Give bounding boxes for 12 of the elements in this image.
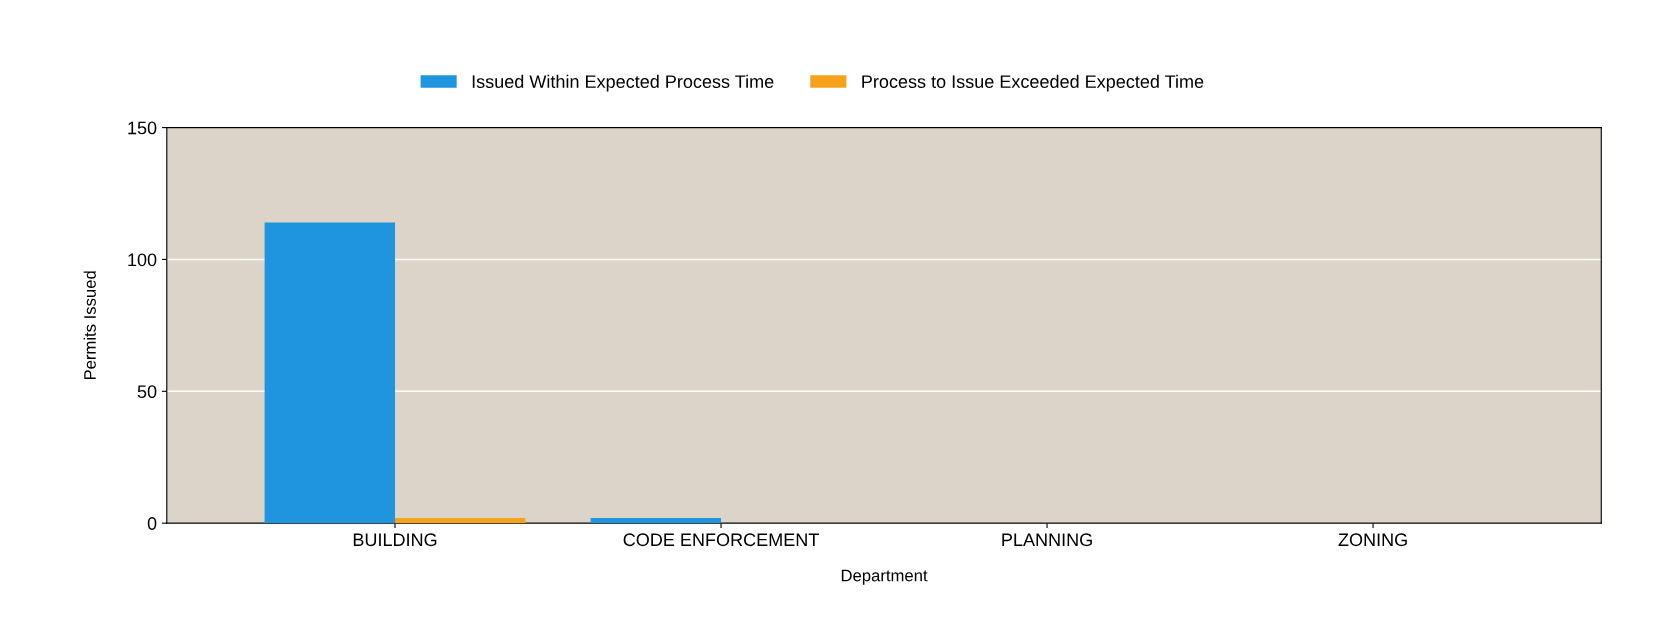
y-tick-label: 0: [147, 517, 157, 530]
y-tick-label: 50: [137, 385, 157, 399]
legend-label: Issued Within Expected Process Time: [472, 74, 774, 92]
y-tick-label: 150: [128, 121, 157, 135]
legend-label: Process to Issue Exceeded Expected Time: [862, 74, 1204, 92]
y-tick-label: 100: [128, 253, 157, 267]
x-tick-label: ZONING: [1338, 533, 1407, 547]
y-axis-title: Permits Issued: [83, 271, 96, 380]
x-tick-label: BUILDING: [353, 533, 437, 547]
x-tick-label: CODE ENFORCEMENT: [623, 533, 819, 547]
x-tick-label: PLANNING: [1002, 533, 1092, 547]
x-axis-title: Department: [841, 569, 928, 585]
